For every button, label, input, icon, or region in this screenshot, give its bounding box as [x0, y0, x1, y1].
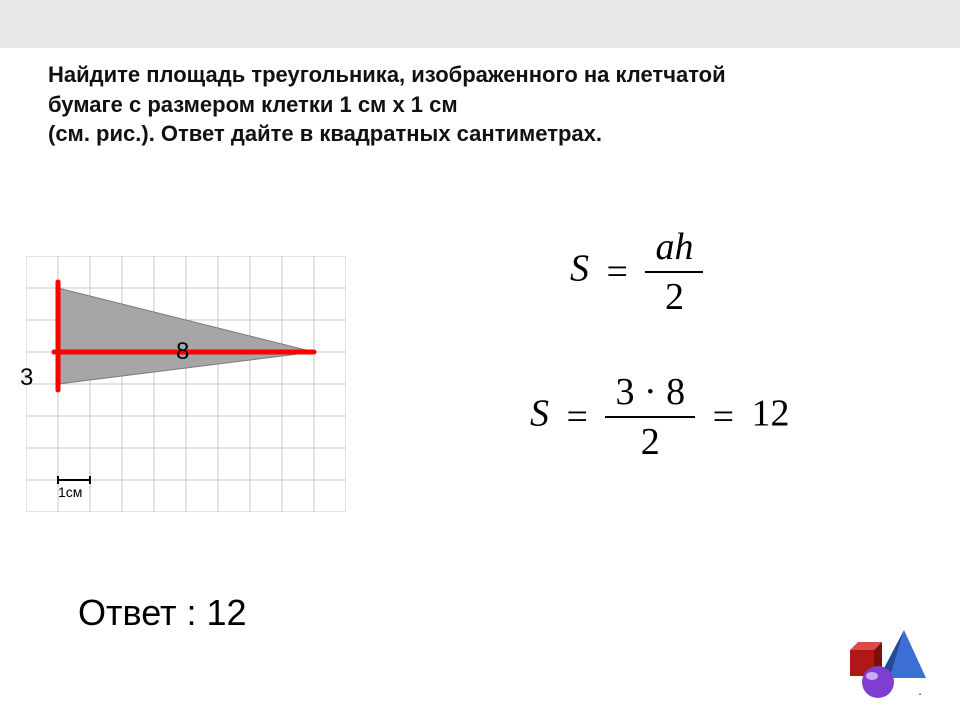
- grid-svg: [26, 256, 346, 512]
- fraction-denominator: 2: [605, 418, 695, 464]
- triangle-base-label: 8: [176, 338, 189, 366]
- area-formula-general: S = ah 2: [570, 225, 703, 319]
- area-formula-computed: S = 3 · 8 2 = 12: [530, 370, 790, 464]
- fraction: ah 2: [645, 225, 703, 319]
- triangle-height-label: 3: [20, 364, 33, 392]
- fraction-numerator: 3 · 8: [605, 370, 695, 418]
- formula-lhs: S: [570, 248, 589, 290]
- equals-sign: =: [559, 395, 596, 439]
- slide-topbar: [0, 0, 960, 48]
- problem-statement: Найдите площадь треугольника, изображенн…: [48, 60, 748, 149]
- slide-page: Найдите площадь треугольника, изображенн…: [0, 0, 960, 720]
- formula-result: 12: [752, 393, 790, 435]
- answer-line: Ответ : 12: [78, 592, 247, 634]
- answer-value: 12: [207, 592, 247, 633]
- purple-sphere-icon: [862, 666, 894, 698]
- triangle-figure: 3 8 1см: [26, 256, 346, 512]
- fraction-denominator: 2: [645, 273, 703, 319]
- fraction: 3 · 8 2: [605, 370, 695, 464]
- equals-sign: =: [599, 250, 636, 294]
- fraction-numerator: ah: [645, 225, 703, 273]
- answer-label: Ответ :: [78, 592, 207, 633]
- unit-scale-label: 1см: [58, 484, 82, 500]
- formula-lhs: S: [530, 393, 549, 435]
- corner-dot: .: [918, 682, 922, 698]
- equals-sign: =: [705, 395, 742, 439]
